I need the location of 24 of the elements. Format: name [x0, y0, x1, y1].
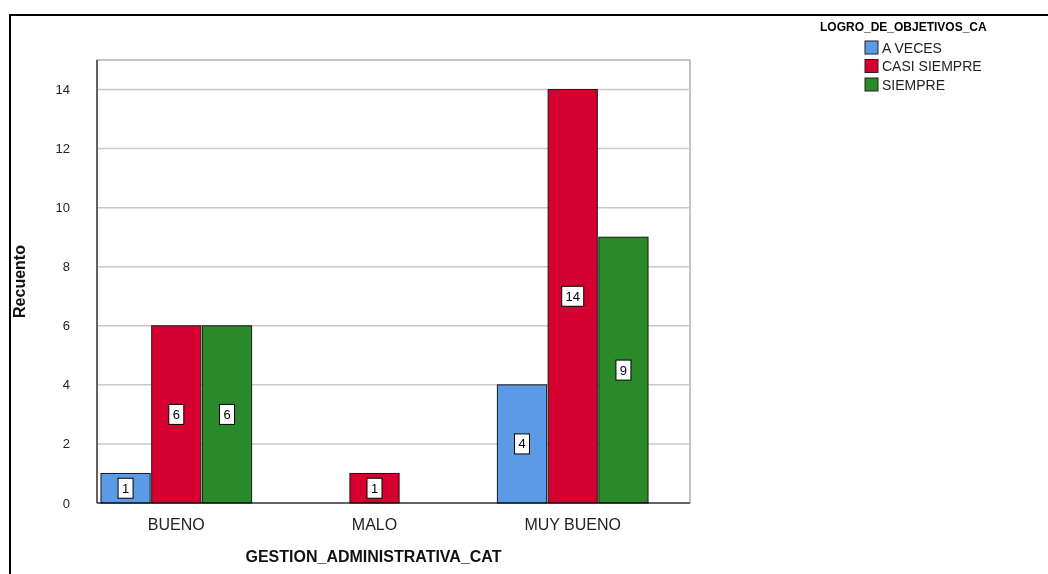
y-tick-label: 8 [62, 259, 70, 275]
data-label: 6 [172, 406, 180, 422]
y-tick-label: 6 [62, 318, 70, 334]
y-tick-label: 12 [55, 141, 70, 157]
data-label: 4 [518, 436, 526, 452]
data-label: 1 [121, 480, 130, 496]
legend-label: CASI SIEMPRE [882, 58, 982, 74]
y-tick-label: 14 [55, 82, 70, 98]
y-tick-label: 4 [62, 377, 70, 393]
y-axis-title: Recuento [11, 244, 28, 318]
legend-title: LOGRO_DE_OBJETIVOS_CA [820, 20, 988, 34]
legend-label: SIEMPRE [882, 76, 946, 93]
y-tick-label: 10 [55, 200, 70, 216]
data-label: 14 [565, 288, 580, 304]
x-axis-title: GESTION_ADMINISTRATIVA_CAT [245, 548, 502, 565]
y-tick-label: 2 [62, 436, 70, 452]
data-label: 1 [370, 480, 379, 496]
data-label: 9 [619, 362, 628, 378]
data-label: 6 [223, 406, 231, 422]
legend-label: A VECES [882, 39, 942, 56]
x-tick-label: BUENO [147, 516, 205, 533]
x-tick-label: MUY BUENO [524, 516, 622, 533]
x-tick-label: MALO [351, 516, 398, 533]
y-tick-label: 0 [62, 495, 70, 511]
